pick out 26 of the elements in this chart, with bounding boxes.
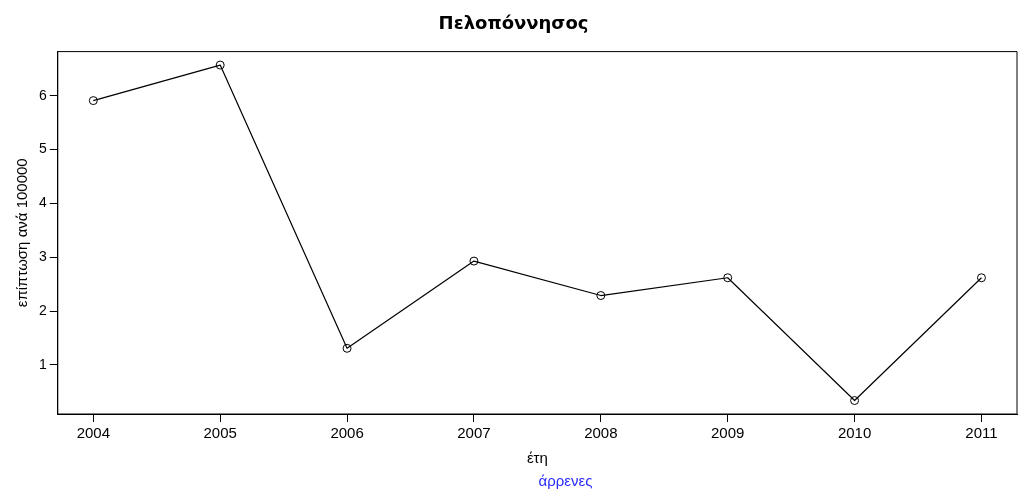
- point: [850, 396, 860, 406]
- y-tick-label: 5: [38, 140, 47, 157]
- y-tick-label: 3: [38, 248, 47, 265]
- x-tick-label: 2005: [203, 424, 237, 442]
- x-tick-label: 2011: [965, 424, 998, 442]
- point: [723, 273, 733, 283]
- y-axis-title: επίπτωση ανά 100000: [13, 158, 31, 308]
- x-tick-label: 2010: [837, 424, 872, 442]
- point: [976, 273, 986, 283]
- point: [342, 343, 352, 353]
- point: [596, 291, 606, 301]
- text: άρρενες: [537, 472, 594, 490]
- y-tick-label: 6: [38, 86, 47, 103]
- point: [88, 96, 98, 106]
- point: [215, 60, 225, 70]
- x-tick-label: 2009: [711, 424, 745, 442]
- y-tick-label: 2: [38, 302, 47, 319]
- point: [469, 256, 479, 266]
- y-tick-label: 1: [38, 355, 47, 372]
- x-axis-title: έτη: [526, 449, 548, 467]
- y-tick-label: 4: [38, 194, 47, 211]
- x-tick-label: 2006: [330, 424, 364, 442]
- x-tick-label: 2008: [584, 424, 618, 442]
- x-tick-label: 2007: [457, 424, 491, 442]
- chart-title: Πελοπόννησος: [438, 12, 589, 34]
- x-tick-label: 2004: [76, 424, 110, 442]
